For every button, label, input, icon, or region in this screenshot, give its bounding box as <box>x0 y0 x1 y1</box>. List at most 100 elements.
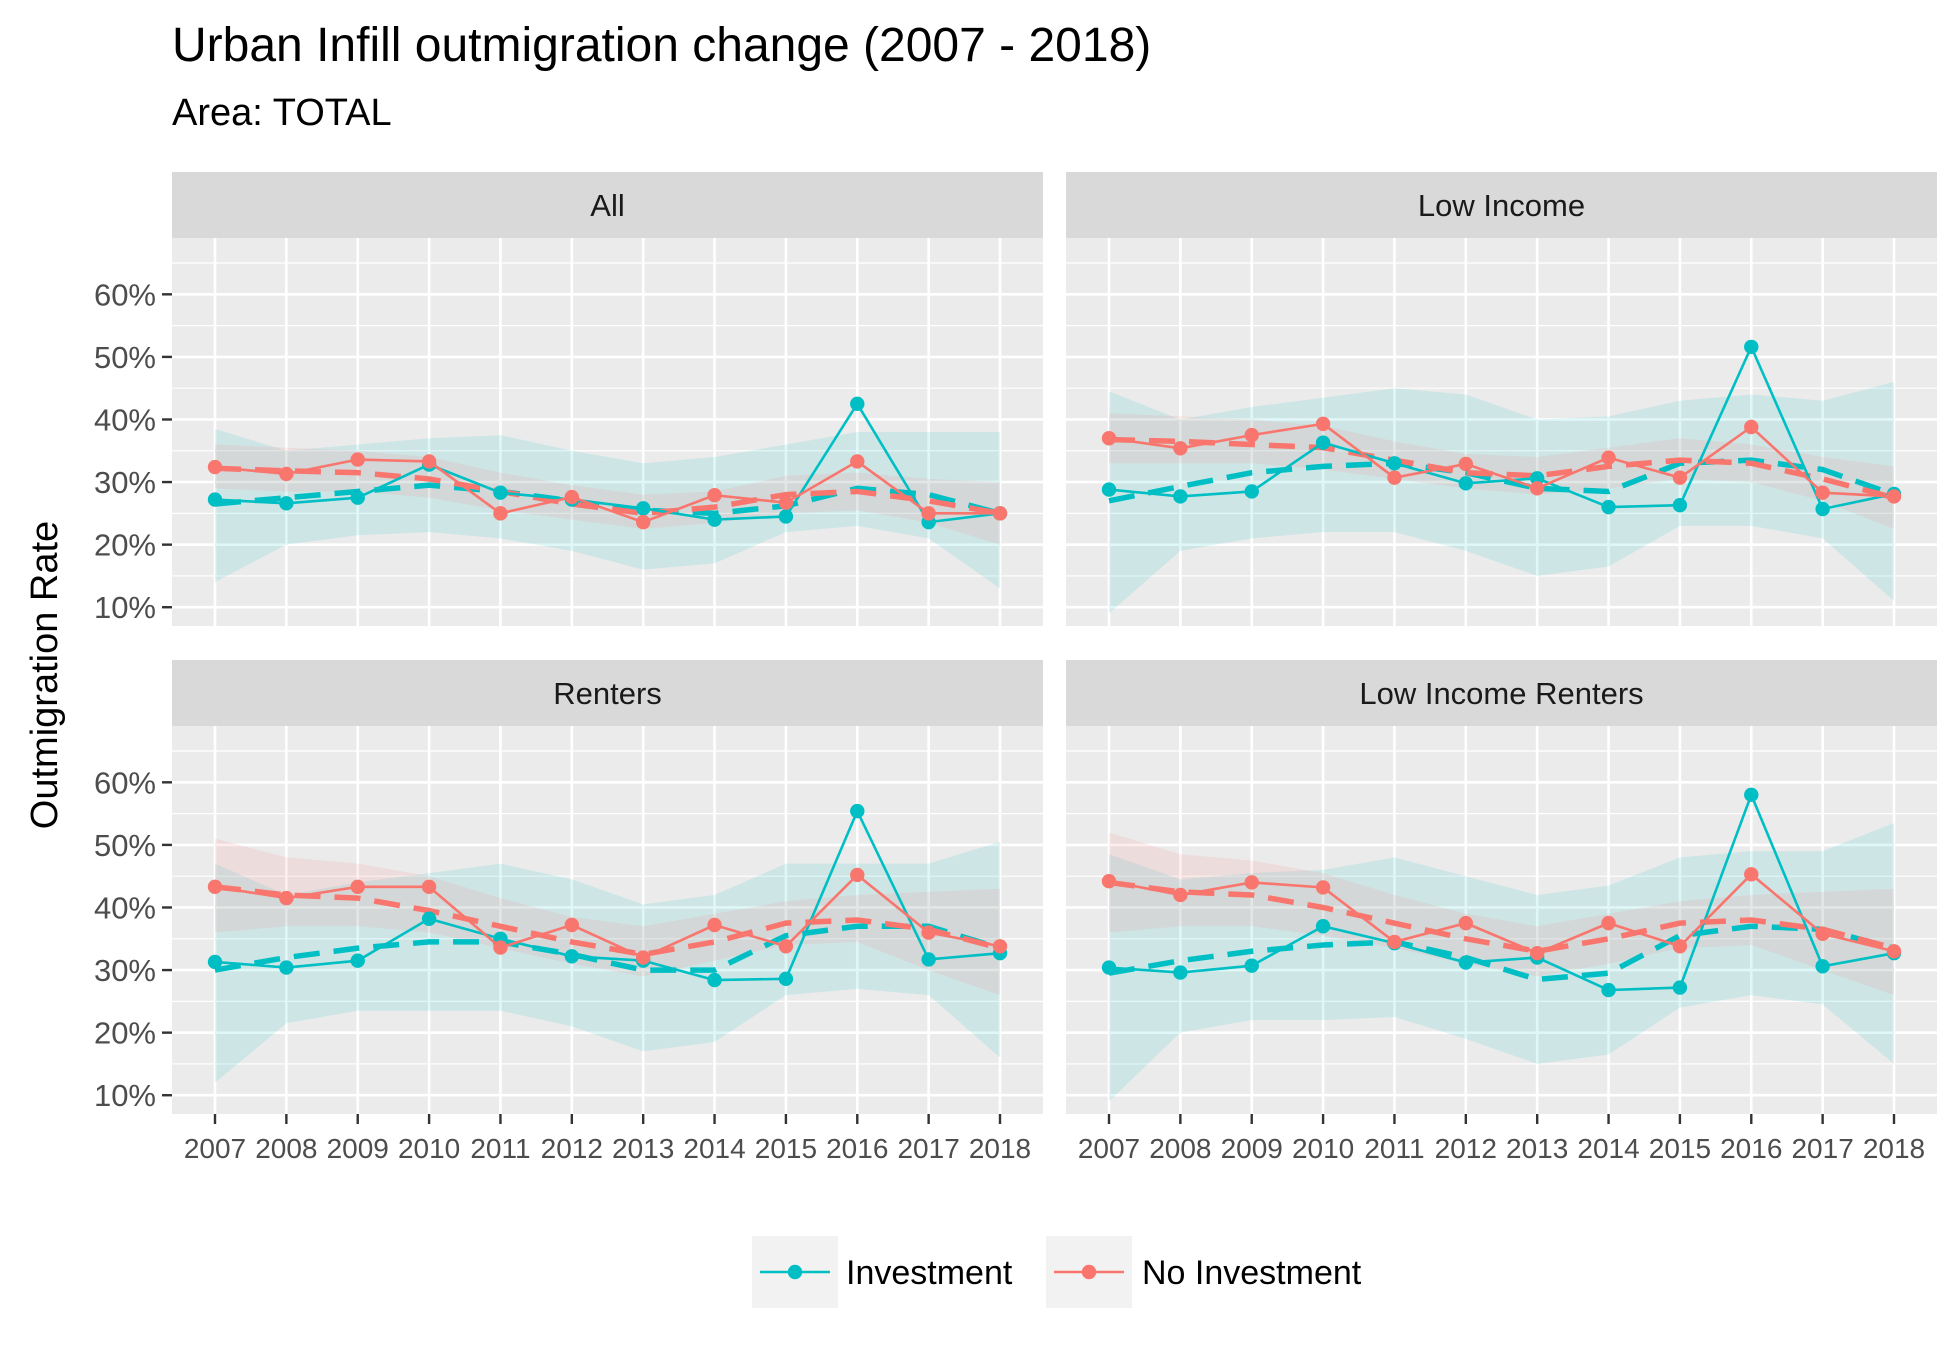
y-tick-label: 10% <box>94 1078 156 1113</box>
data-point <box>421 911 437 926</box>
x-tick-label: 2018 <box>969 1133 1031 1164</box>
x-tick-label: 2007 <box>1078 1133 1140 1164</box>
data-point <box>350 879 365 895</box>
data-point <box>421 454 437 469</box>
data-point <box>1315 416 1331 432</box>
data-point <box>1101 431 1117 446</box>
x-tick-label: 2007 <box>184 1133 246 1164</box>
data-point <box>778 509 794 524</box>
facet-strip <box>172 172 1043 238</box>
trend-line <box>214 884 1001 958</box>
data-point <box>778 939 794 954</box>
x-tick-label: 2010 <box>398 1133 460 1164</box>
data-point <box>1744 339 1759 355</box>
series-line <box>1108 872 1895 955</box>
x-tick-label: 2018 <box>1863 1133 1925 1164</box>
facet-panel-all: All 10% 20% 30% 40% 50% 60% <box>94 172 1043 626</box>
data-point <box>1529 945 1545 961</box>
data-point <box>1672 939 1688 954</box>
data-point <box>279 466 294 482</box>
data-point <box>635 514 651 530</box>
data-point <box>635 950 651 965</box>
legend-key-point <box>1081 1264 1097 1280</box>
confidence-band <box>215 841 1000 1083</box>
data-point <box>850 396 865 412</box>
y-tick-label: 10% <box>94 590 156 625</box>
data-point <box>564 949 580 964</box>
data-point <box>707 917 722 933</box>
y-tick-label: 20% <box>94 528 156 563</box>
y-tick-label: 60% <box>94 765 156 800</box>
data-point <box>1244 484 1259 499</box>
series-line <box>214 807 1001 982</box>
y-tick-label: 60% <box>94 277 156 312</box>
data-point <box>992 939 1008 954</box>
x-tick-label: 2012 <box>1435 1133 1497 1164</box>
data-point <box>493 940 508 955</box>
data-point <box>493 506 508 521</box>
data-point <box>1315 435 1331 450</box>
confidence-band <box>215 444 1000 545</box>
facet-strip-label: Low Income Renters <box>1359 676 1643 711</box>
x-tick-label: 2016 <box>1720 1133 1782 1164</box>
chart-title: Urban Infill outmigration change (2007 -… <box>172 19 1152 72</box>
y-tick-label: 30% <box>94 465 156 500</box>
data-point <box>279 496 294 511</box>
x-tick-label: 2017 <box>897 1133 959 1164</box>
y-tick-label: 40% <box>94 890 156 925</box>
data-point <box>1315 919 1331 934</box>
trend-line <box>1108 879 1895 955</box>
data-point <box>350 490 365 505</box>
data-point <box>1672 980 1688 995</box>
data-point <box>1601 499 1616 515</box>
facet-panel-renters: Renters 10% 20% 30% 40% 50% 60% 2007 2008 2009 201… <box>94 660 1043 1164</box>
data-point <box>1458 915 1474 931</box>
facet-strip-label: Renters <box>553 676 662 711</box>
data-point <box>1815 501 1830 517</box>
data-point <box>1173 965 1188 980</box>
y-tick-label: 20% <box>94 1016 156 1051</box>
data-point <box>850 803 865 819</box>
data-point <box>1101 874 1117 889</box>
data-point <box>1244 875 1259 890</box>
panel-background <box>1066 238 1937 626</box>
data-point <box>1458 955 1474 970</box>
facet-strip <box>172 660 1043 726</box>
legend-key-point <box>787 1264 803 1280</box>
x-tick-label: 2011 <box>470 1133 530 1164</box>
x-tick-label: 2016 <box>826 1133 888 1164</box>
x-tick-label: 2008 <box>1149 1133 1211 1164</box>
confidence-band <box>1109 832 1894 996</box>
legend-label: No Investment <box>1142 1254 1362 1292</box>
y-tick-label: 50% <box>94 828 156 863</box>
data-point <box>707 488 722 503</box>
data-point <box>1601 450 1616 465</box>
legend: Investment No Investment <box>752 1236 1362 1308</box>
data-point <box>1387 470 1402 485</box>
data-point <box>1601 915 1616 931</box>
data-point <box>850 454 865 469</box>
legend-label: Investment <box>846 1254 1013 1292</box>
x-tick-label: 2012 <box>541 1133 603 1164</box>
data-point <box>1815 485 1830 500</box>
series-line <box>214 873 1001 959</box>
data-point <box>992 506 1008 521</box>
confidence-band <box>215 838 1000 996</box>
series-line <box>214 401 1001 524</box>
facet-panel-low-income: Low Income <box>1066 172 1937 626</box>
facet-panel-low-income-renters: Low Income Renters 2007 2008 2009 2010 2011 20… <box>1066 660 1937 1164</box>
data-point <box>1173 887 1188 903</box>
x-tick-label: 2009 <box>327 1133 389 1164</box>
panel-background <box>172 238 1043 626</box>
data-point <box>350 452 365 467</box>
data-point <box>1458 456 1474 472</box>
data-point <box>1244 958 1259 973</box>
data-point <box>207 879 223 895</box>
data-point <box>1173 489 1188 504</box>
data-point <box>1744 419 1759 435</box>
x-tick-label: 2015 <box>755 1133 817 1164</box>
data-point <box>1101 482 1117 497</box>
x-tick-label: 2014 <box>683 1133 745 1164</box>
data-point <box>1101 960 1117 975</box>
